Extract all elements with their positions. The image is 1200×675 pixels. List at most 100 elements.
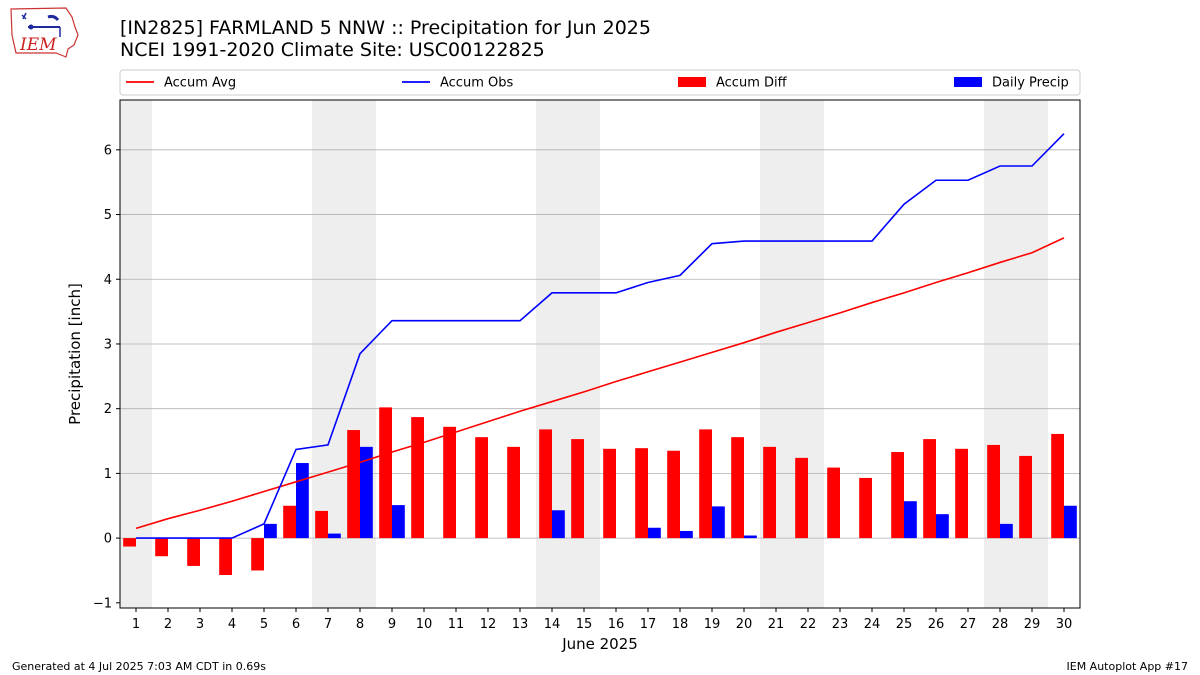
accum-diff-bar — [635, 448, 648, 539]
weekend-shade — [120, 100, 152, 608]
accum-diff-bar — [795, 457, 808, 539]
daily-precip-bar — [1000, 523, 1013, 539]
x-tick-label: 26 — [928, 617, 945, 632]
x-tick-label: 17 — [640, 617, 657, 632]
daily-precip-bar — [360, 446, 373, 539]
x-tick-label: 20 — [736, 617, 753, 632]
x-tick-label: 1 — [132, 617, 140, 632]
x-tick-label: 3 — [196, 617, 204, 632]
x-tick-label: 10 — [416, 617, 433, 632]
legend-swatch — [678, 77, 706, 87]
accum-diff-bar — [251, 538, 264, 571]
legend-frame — [119, 69, 1081, 96]
x-tick-label: 13 — [512, 617, 529, 632]
y-tick-label: 5 — [104, 208, 112, 223]
x-tick-label: 27 — [960, 617, 977, 632]
accum-diff-bar — [891, 452, 904, 539]
accum-diff-bar — [443, 426, 456, 539]
x-tick-label: 14 — [544, 617, 561, 632]
x-tick-label: 18 — [672, 617, 689, 632]
legend-label: Accum Obs — [440, 76, 513, 91]
accum-diff-bar — [347, 430, 360, 539]
daily-precip-bar — [648, 527, 661, 539]
daily-precip-bar — [552, 510, 565, 539]
accum-diff-bar — [827, 467, 840, 539]
accum-diff-bar — [859, 477, 872, 539]
x-tick-label: 24 — [864, 617, 881, 632]
plot-frame — [119, 99, 1081, 609]
daily-precip-bar — [936, 514, 949, 539]
daily-precip-bar — [264, 523, 277, 539]
y-tick-label: −1 — [93, 596, 112, 611]
x-tick-label: 6 — [292, 617, 300, 632]
accum-diff-bar — [955, 448, 968, 539]
daily-precip-bar — [1064, 505, 1077, 539]
accum-diff-bar — [1019, 455, 1032, 539]
accum-avg-line — [135, 237, 1065, 530]
accum-diff-bar — [379, 407, 392, 539]
accum-obs-line — [136, 133, 1065, 539]
x-tick-label: 7 — [324, 617, 332, 632]
legend-label: Daily Precip — [992, 76, 1069, 91]
x-tick-label: 19 — [704, 617, 721, 632]
accum-diff-bar — [667, 450, 680, 539]
y-tick-label: 0 — [104, 532, 112, 547]
x-tick-label: 22 — [800, 617, 817, 632]
x-tick-label: 9 — [388, 617, 396, 632]
y-tick-label: 2 — [104, 402, 112, 417]
accum-diff-bar — [571, 439, 584, 539]
legend-label: Accum Diff — [716, 76, 788, 91]
daily-precip-bar — [392, 505, 405, 539]
accum-diff-bar — [539, 429, 552, 539]
x-tick-label: 23 — [832, 617, 849, 632]
accum-diff-bar — [763, 446, 776, 539]
app-credit: IEM Autoplot App #17 — [1066, 660, 1189, 673]
iem-logo: IEM — [8, 5, 80, 59]
x-tick-label: 8 — [356, 617, 364, 632]
y-tick-label: 1 — [104, 467, 112, 482]
x-tick-label: 11 — [448, 617, 465, 632]
daily-precip-bar — [712, 506, 725, 539]
x-tick-label: 5 — [260, 617, 268, 632]
logo-text: IEM — [19, 35, 57, 55]
legend-label: Accum Avg — [164, 76, 236, 91]
accum-diff-bar — [315, 510, 328, 539]
x-tick-label: 12 — [480, 617, 497, 632]
legend-daily-precip: Daily Precip — [954, 76, 1069, 91]
legend-accum-diff: Accum Diff — [678, 76, 788, 91]
daily-precip-bar — [680, 530, 693, 539]
x-tick-label: 21 — [768, 617, 785, 632]
accum-diff-bar — [987, 444, 1000, 539]
accum-diff-bar — [699, 429, 712, 539]
generated-timestamp: Generated at 4 Jul 2025 7:03 AM CDT in 0… — [12, 660, 266, 673]
daily-precip-bar — [744, 535, 757, 539]
accum-diff-bar — [187, 538, 200, 566]
accum-diff-bar — [1051, 433, 1064, 539]
accum-diff-bar — [155, 538, 168, 557]
legend-swatch — [954, 77, 982, 87]
accum-diff-bar — [475, 437, 488, 539]
x-tick-label: 25 — [896, 617, 913, 632]
x-tick-label: 30 — [1056, 617, 1073, 632]
x-tick-label: 4 — [228, 617, 236, 632]
daily-precip-bar — [904, 501, 917, 539]
daily-precip-bar — [328, 533, 341, 539]
y-tick-label: 4 — [104, 273, 112, 288]
x-tick-label: 16 — [608, 617, 625, 632]
legend-accum-avg: Accum Avg — [126, 76, 236, 91]
accum-diff-bar — [123, 538, 136, 547]
legend-accum-obs: Accum Obs — [402, 76, 513, 91]
daily-precip-bar — [296, 463, 309, 539]
x-axis-label: June 2025 — [561, 635, 638, 653]
accum-diff-bar — [411, 417, 424, 539]
accum-diff-bar — [507, 446, 520, 539]
chart-subtitle: NCEI 1991-2020 Climate Site: USC00122825 — [120, 39, 545, 61]
y-tick-label: 3 — [104, 337, 112, 352]
accum-diff-bar — [731, 437, 744, 539]
y-tick-label: 6 — [104, 143, 112, 158]
x-tick-label: 29 — [1024, 617, 1041, 632]
accum-diff-bar — [219, 538, 232, 575]
x-tick-label: 28 — [992, 617, 1009, 632]
legend: Accum Avg Accum Obs Accum Diff Daily Precip — [119, 69, 1081, 96]
